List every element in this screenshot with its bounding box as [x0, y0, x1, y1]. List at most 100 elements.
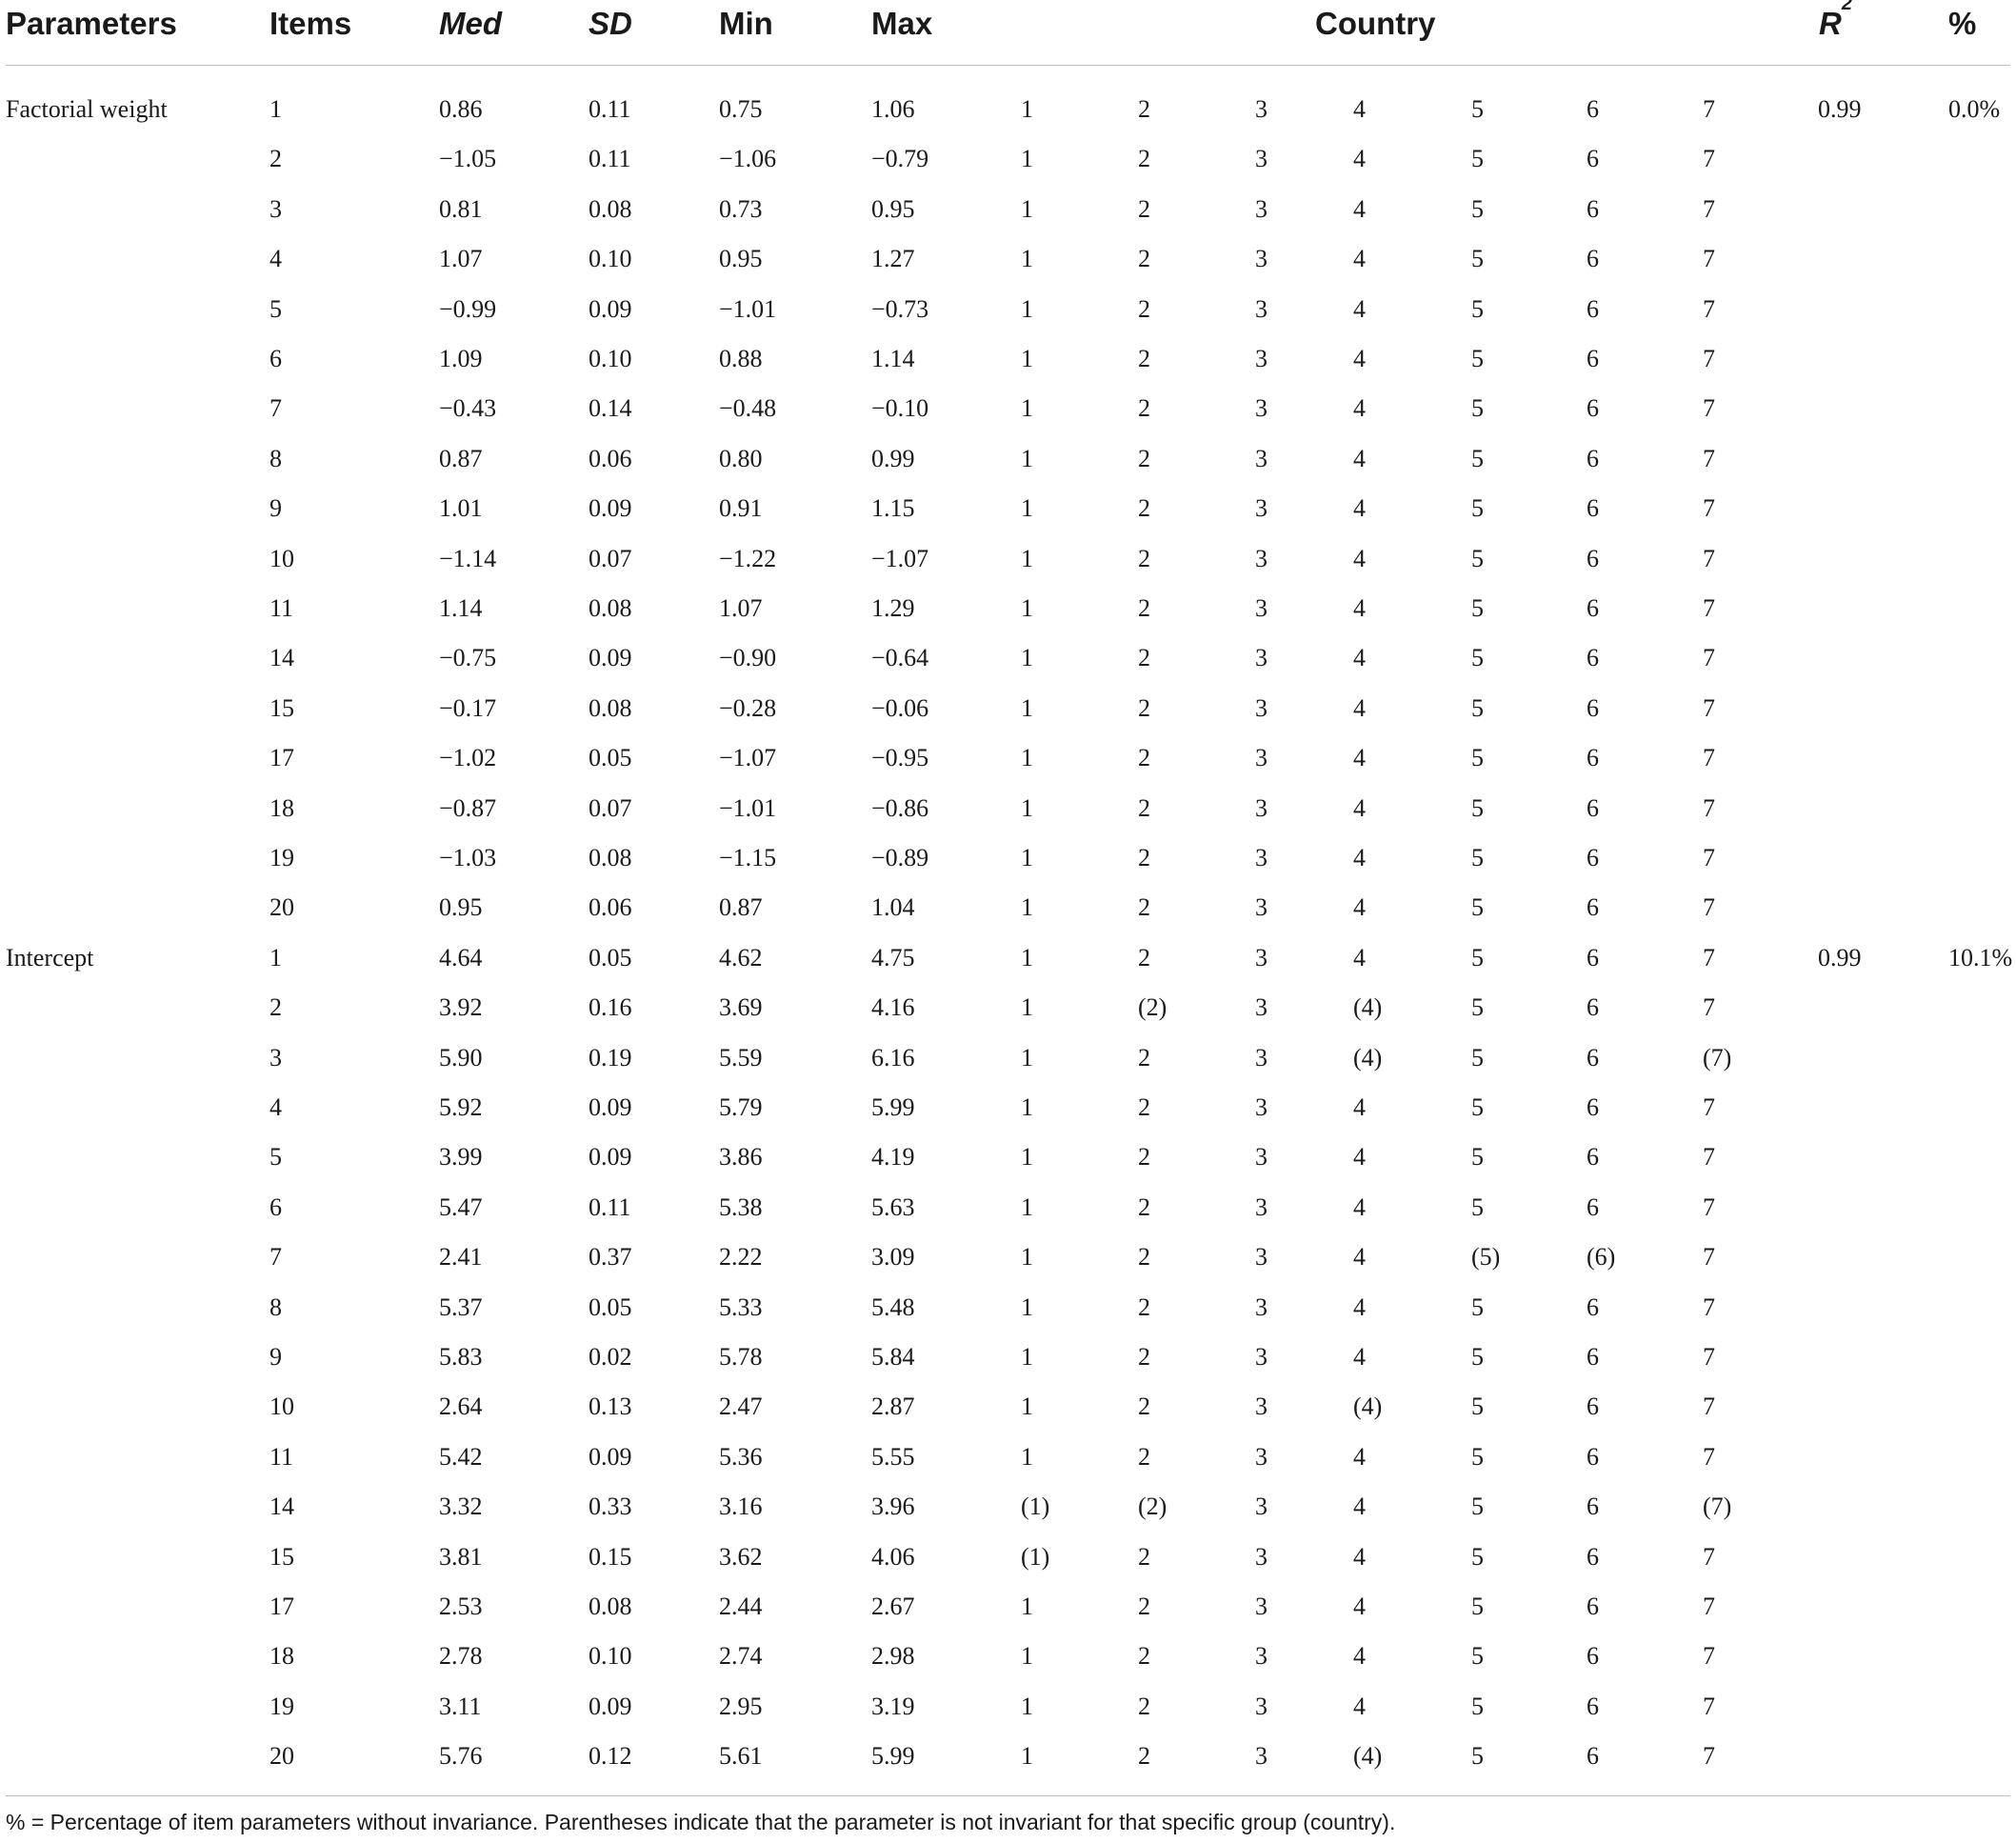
sd-cell: 0.15 — [589, 1542, 632, 1571]
max-cell: 1.15 — [871, 494, 915, 523]
country-cell: 4 — [1353, 1593, 1366, 1620]
med-cell: 5.92 — [439, 1093, 483, 1121]
max-cell: 1.14 — [871, 345, 915, 372]
country-cell: 1 — [1021, 1292, 1033, 1321]
country-cell: 2 — [1138, 1442, 1150, 1471]
med-cell: 1.09 — [439, 345, 483, 372]
country-cell: (2) — [1138, 1492, 1168, 1521]
header-min: Min — [719, 6, 773, 41]
item-cell: 5 — [269, 1143, 282, 1172]
country-cell: 3 — [1255, 494, 1267, 523]
country-cell: 6 — [1587, 1492, 1599, 1521]
percent-cell: 0.0% — [1948, 95, 2001, 123]
country-cell: 2 — [1138, 1692, 1150, 1720]
country-cell: 6 — [1587, 494, 1599, 523]
med-cell: −0.75 — [439, 644, 497, 672]
country-cell: 6 — [1587, 594, 1599, 622]
item-cell: 19 — [269, 1692, 294, 1720]
country-cell: 6 — [1587, 294, 1599, 323]
min-cell: 3.86 — [719, 1143, 763, 1172]
min-cell: 4.62 — [719, 943, 763, 972]
country-cell: 3 — [1255, 444, 1267, 472]
country-cell: 6 — [1587, 1542, 1599, 1571]
country-cell: 4 — [1353, 793, 1366, 822]
country-cell: 6 — [1587, 95, 1599, 123]
header-sd: SD — [589, 6, 632, 41]
country-cell: 5 — [1471, 744, 1484, 772]
country-cell: 6 — [1587, 943, 1599, 972]
item-cell: 3 — [269, 1043, 282, 1072]
item-cell: 4 — [269, 245, 282, 273]
min-cell: 3.16 — [719, 1492, 763, 1521]
country-cell: 6 — [1587, 1093, 1599, 1121]
country-cell: 5 — [1471, 1392, 1484, 1421]
country-cell: 3 — [1255, 1642, 1267, 1671]
country-cell: 4 — [1353, 693, 1366, 722]
country-cell: 3 — [1255, 744, 1267, 772]
max-cell: 4.16 — [871, 993, 915, 1022]
country-cell: 7 — [1703, 294, 1715, 323]
country-cell: 6 — [1587, 194, 1599, 223]
min-cell: −1.15 — [719, 844, 777, 871]
med-cell: 2.41 — [439, 1243, 483, 1272]
country-cell: 2 — [1138, 1243, 1150, 1272]
item-cell: 15 — [269, 693, 294, 722]
sd-cell: 0.05 — [589, 744, 632, 772]
country-cell: 4 — [1353, 1093, 1366, 1121]
max-cell: 5.55 — [871, 1442, 915, 1471]
max-cell: 5.99 — [871, 1742, 915, 1771]
min-cell: 2.47 — [719, 1392, 763, 1421]
country-cell: 7 — [1703, 194, 1715, 223]
header-country: Country — [1315, 6, 1436, 41]
med-cell: 5.47 — [439, 1192, 483, 1221]
med-cell: −1.05 — [439, 145, 497, 173]
country-cell: 4 — [1353, 844, 1366, 871]
r-squared-cell: 0.99 — [1818, 943, 1862, 972]
med-cell: −0.87 — [439, 793, 497, 822]
country-cell: 7 — [1703, 793, 1715, 822]
header-r-squared: R2 — [1819, 0, 1852, 48]
min-cell: 5.78 — [719, 1343, 763, 1371]
med-cell: 3.99 — [439, 1143, 483, 1172]
country-cell: 2 — [1138, 394, 1150, 423]
country-cell: 3 — [1255, 1593, 1267, 1620]
country-cell: 2 — [1138, 444, 1150, 472]
country-cell: 3 — [1255, 693, 1267, 722]
sd-cell: 0.14 — [589, 394, 632, 423]
med-cell: 4.64 — [439, 943, 483, 972]
max-cell: 5.99 — [871, 1093, 915, 1121]
min-cell: 5.36 — [719, 1442, 763, 1471]
country-cell: 4 — [1353, 1143, 1366, 1172]
country-cell: 7 — [1703, 345, 1715, 372]
country-cell: 5 — [1471, 294, 1484, 323]
max-cell: 0.99 — [871, 444, 915, 472]
country-cell: 5 — [1471, 1542, 1484, 1571]
country-cell: 4 — [1353, 345, 1366, 372]
country-cell: 1 — [1021, 943, 1033, 972]
med-cell: 3.32 — [439, 1492, 483, 1521]
country-cell: 5 — [1471, 1492, 1484, 1521]
sd-cell: 0.09 — [589, 1093, 632, 1121]
med-cell: 5.76 — [439, 1742, 483, 1771]
country-cell: 6 — [1587, 893, 1599, 922]
country-cell: 7 — [1703, 644, 1715, 672]
sd-cell: 0.33 — [589, 1492, 632, 1521]
item-cell: 3 — [269, 194, 282, 223]
country-cell: 7 — [1703, 693, 1715, 722]
country-cell: 1 — [1021, 444, 1033, 472]
country-cell: 1 — [1021, 844, 1033, 871]
country-cell: (7) — [1703, 1492, 1732, 1521]
country-cell: 6 — [1587, 1343, 1599, 1371]
max-cell: 1.29 — [871, 594, 915, 622]
max-cell: −0.86 — [871, 793, 929, 822]
country-cell: 7 — [1703, 145, 1715, 173]
country-cell: 4 — [1353, 245, 1366, 273]
country-cell: 3 — [1255, 1492, 1267, 1521]
country-cell: 2 — [1138, 594, 1150, 622]
country-cell: 3 — [1255, 1043, 1267, 1072]
country-cell: 4 — [1353, 1192, 1366, 1221]
country-cell: (1) — [1021, 1492, 1050, 1521]
country-cell: 6 — [1587, 394, 1599, 423]
header-rule — [6, 65, 2010, 66]
sd-cell: 0.06 — [589, 444, 632, 472]
